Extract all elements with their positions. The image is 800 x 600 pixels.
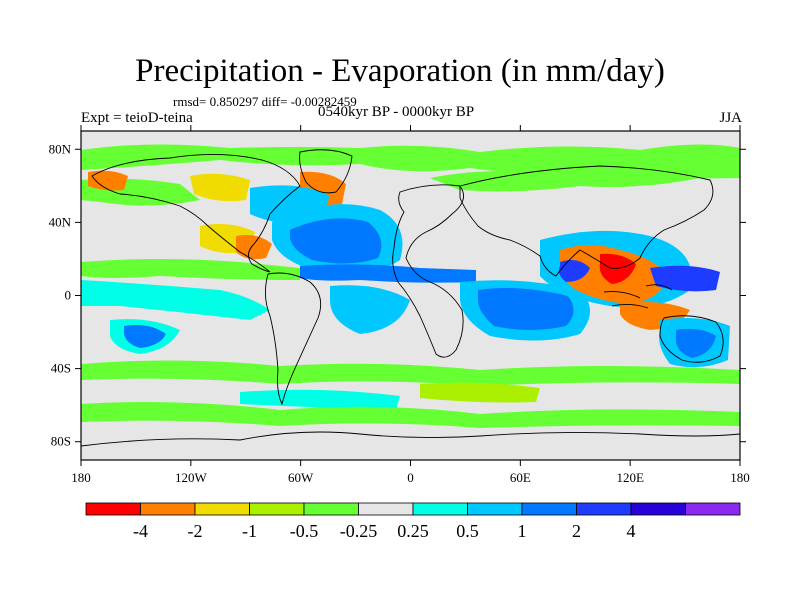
longitude-axis: 180 120W 60W 0 60E 120E 180 [71, 125, 750, 485]
colorbar-label: 1 [518, 521, 527, 541]
antarctica-outline [81, 431, 740, 447]
experiment-label: Expt = teioD-teina [81, 110, 193, 126]
itcz-atlantic-blue [300, 264, 476, 283]
nam-yellow [190, 173, 250, 202]
colorbar-label: -0.25 [340, 521, 378, 541]
lat-tick-label: 80S [51, 434, 71, 449]
australia-outline [659, 315, 724, 363]
season-label: JJA [719, 110, 742, 126]
asia-blue [558, 260, 590, 282]
chart-title: Precipitation - Evaporation (in mm/day) [135, 53, 665, 89]
colorbar-swatch [576, 502, 632, 516]
atlantic-blue [290, 218, 382, 264]
south-atlantic-cyan [330, 285, 410, 334]
colorbar: -4 -2 -1 -0.5 -0.25 0.25 0.5 1 2 4 [85, 502, 741, 541]
period-label: 0540kyr BP - 0000kyr BP [318, 104, 475, 120]
colorbar-label: 2 [572, 521, 581, 541]
colorbar-label: -2 [188, 521, 203, 541]
colorbar-label: 0.25 [397, 521, 429, 541]
asia-red [599, 253, 636, 284]
lon-tick-label: 180 [730, 470, 750, 485]
colorbar-swatch [358, 502, 414, 516]
lat-tick-label: 40S [51, 361, 71, 376]
colorbar-label: -1 [242, 521, 257, 541]
lon-tick-label: 120W [175, 470, 208, 485]
colorbar-label: 4 [627, 521, 636, 541]
mexico-orange [236, 235, 272, 260]
colorbar-swatch [249, 502, 305, 516]
colorbar-label: -0.5 [290, 521, 319, 541]
lon-tick-label: 0 [407, 470, 414, 485]
field-layer [81, 144, 740, 428]
australia-blue [676, 328, 716, 358]
nam-west-orange [88, 170, 128, 191]
colorbar-swatch [194, 502, 250, 516]
itcz-pacific-green [81, 259, 300, 280]
colorbar-swatch [412, 502, 468, 516]
southern-ocean-green [81, 360, 740, 386]
antarctic-green [81, 402, 740, 428]
colorbar-swatch [630, 502, 686, 516]
south-america-outline [265, 272, 322, 406]
stats-label: rmsd= 0.850297 diff= -0.00282459 [173, 94, 357, 109]
greenland-outline [299, 149, 353, 194]
lat-tick-label: 0 [65, 288, 72, 303]
colorbar-label: -4 [133, 521, 148, 541]
southern-ocean-cyan [240, 389, 400, 410]
pacific-cyan-band [81, 280, 270, 320]
latitude-axis: 80N 40N 0 40S 80S [49, 141, 746, 449]
lat-tick-label: 80N [49, 141, 72, 156]
colorbar-swatch [467, 502, 523, 516]
colorbar-swatch [521, 502, 577, 516]
lon-tick-label: 60E [510, 470, 531, 485]
colorbar-swatch [303, 502, 359, 516]
europe-africa-outline [392, 184, 465, 358]
west-pacific-blue [650, 265, 720, 292]
north-america-outline [91, 154, 301, 273]
colorbar-label: 0.5 [456, 521, 479, 541]
colorbar-swatch [85, 502, 141, 516]
lat-tick-label: 40N [49, 214, 72, 229]
south-pacific-blue [124, 325, 166, 348]
maritime-islands-outline [603, 284, 673, 309]
lon-tick-label: 180 [71, 470, 91, 485]
colorbar-swatch [685, 502, 741, 516]
asia-outline [459, 165, 714, 277]
southern-ocean-yellow [420, 382, 540, 403]
indian-ocean-blue [478, 288, 574, 330]
colorbar-swatch [140, 502, 196, 516]
lon-tick-label: 120E [616, 470, 644, 485]
coastlines [81, 149, 740, 447]
siberia-green [430, 164, 700, 192]
lon-tick-label: 60W [288, 470, 314, 485]
